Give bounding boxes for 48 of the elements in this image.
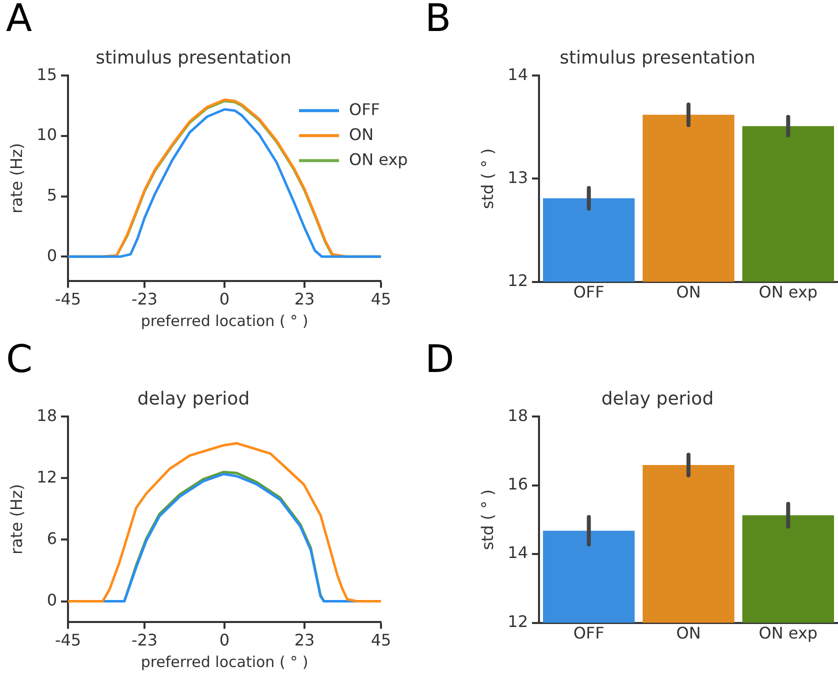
y-tick-label: 0 [46, 590, 57, 610]
y-tick-label: 15 [36, 64, 57, 84]
text: C [6, 336, 33, 381]
x-axis-title: preferred location ( ° ) [140, 652, 308, 671]
y-axis-title: rate (Hz) [6, 484, 26, 554]
y-tick-label: 12 [508, 270, 528, 290]
x-tick-label: ON exp [758, 624, 818, 643]
x-tick-label: -23 [131, 290, 158, 309]
x-tick-label: -45 [54, 290, 82, 309]
y-tick-label: 16 [508, 474, 528, 494]
legend-label: ON exp [349, 150, 408, 169]
x-tick-label: -45 [54, 630, 82, 650]
x-tick-label: ON exp [758, 282, 818, 302]
x-tick-label: ON [676, 282, 701, 302]
y-tick-label: 10 [36, 125, 57, 144]
text: A [6, 0, 32, 40]
y-tick-label: 5 [46, 185, 57, 204]
y-tick-label: 18 [36, 406, 57, 425]
x-tick-label: 23 [294, 630, 315, 650]
y-axis-title: std ( ° ) [478, 148, 497, 209]
text: D [425, 336, 454, 381]
legend-label: ON [349, 124, 374, 144]
text: B [425, 0, 452, 40]
x-tick-label: OFF [573, 282, 604, 302]
y-tick-label: 12 [36, 467, 57, 486]
chart-title: stimulus presentation [96, 47, 292, 68]
y-tick-label: 6 [46, 528, 57, 548]
x-tick-label: 23 [294, 290, 315, 309]
x-axis-title: preferred location ( ° ) [140, 312, 308, 330]
chart-title: delay period [137, 388, 250, 410]
y-tick-label: 14 [508, 64, 528, 84]
y-tick-label: 14 [508, 543, 528, 562]
y-axis-title: std ( ° ) [478, 489, 497, 550]
y-tick-label: 0 [46, 246, 57, 265]
x-tick-label: ON [676, 624, 701, 643]
y-tick-label: 13 [508, 168, 528, 187]
x-tick-label: 0 [219, 630, 230, 650]
legend-label: OFF [349, 100, 380, 119]
chart-title: delay period [601, 388, 714, 410]
chart-title: stimulus presentation [560, 47, 756, 68]
x-tick-label: 45 [370, 290, 392, 309]
y-tick-label: 18 [508, 406, 528, 425]
x-tick-label: 45 [370, 630, 392, 650]
x-tick-label: OFF [573, 624, 604, 643]
y-axis-title: rate (Hz) [6, 142, 26, 214]
x-tick-label: -23 [131, 630, 158, 650]
y-tick-label: 12 [508, 612, 528, 631]
x-tick-label: 0 [219, 290, 230, 309]
